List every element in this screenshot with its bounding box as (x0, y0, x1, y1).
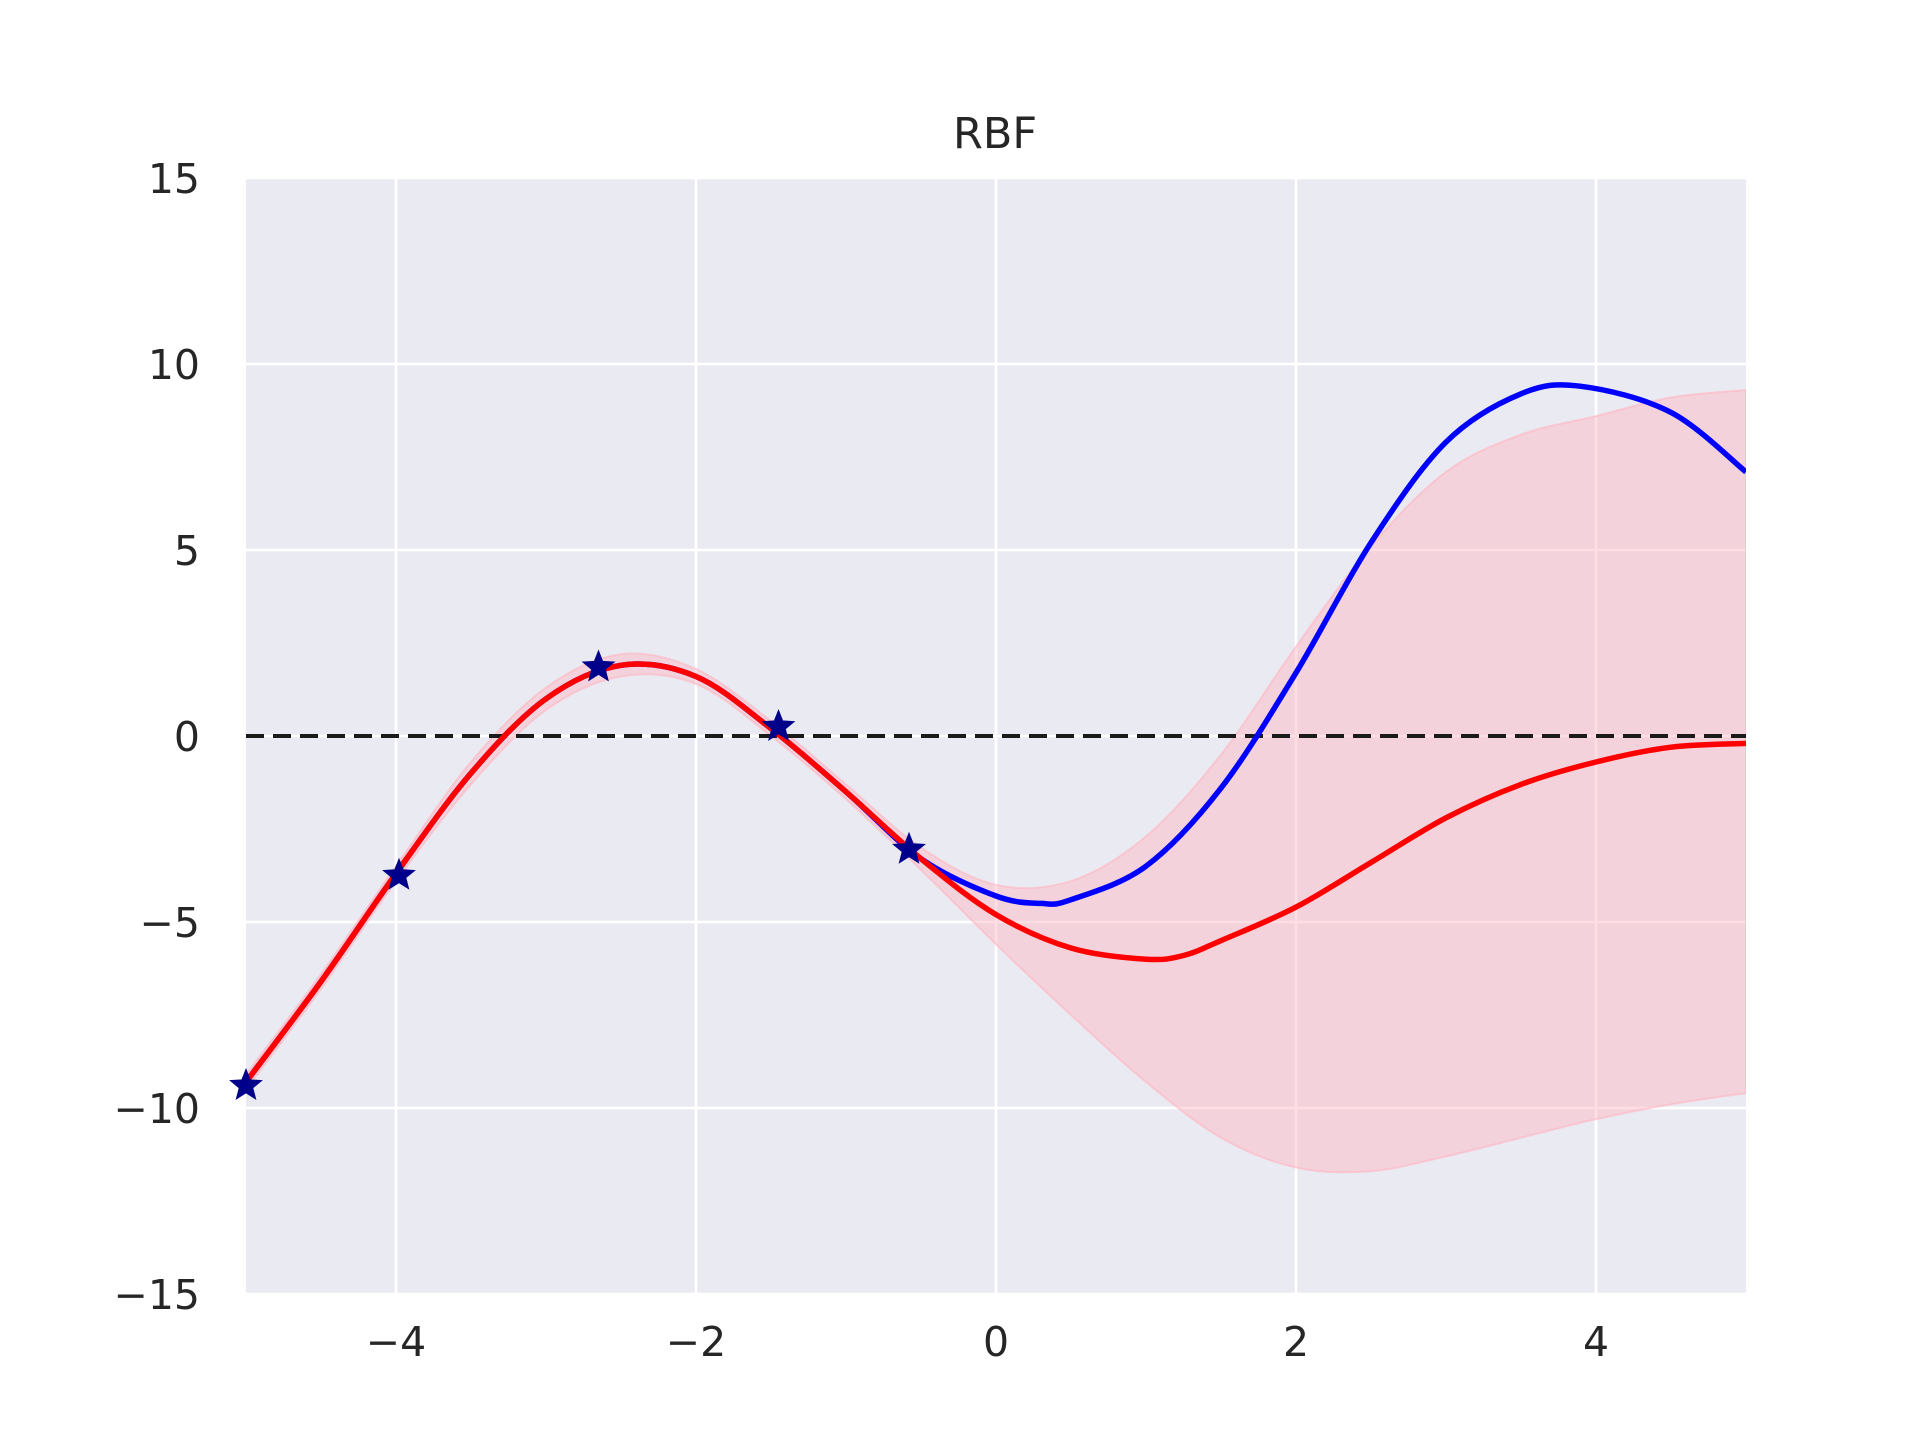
observation-point (761, 708, 796, 742)
x-tick-label: 0 (983, 1318, 1009, 1366)
observation-point (892, 831, 926, 864)
y-axis-tick-labels: −15 −10 −5 0 5 10 15 (113, 155, 200, 1319)
y-tick-label: −10 (113, 1085, 200, 1133)
y-tick-label: −15 (113, 1271, 200, 1319)
y-tick-label: 15 (148, 155, 200, 203)
observation-point (581, 649, 616, 682)
observation-point (229, 1067, 263, 1101)
y-tick-label: 5 (174, 527, 200, 575)
confidence-band (246, 388, 1746, 1174)
plot-area (229, 176, 1746, 1296)
x-tick-label: 2 (1283, 1318, 1309, 1366)
observation-point (382, 857, 416, 890)
plot-series (246, 382, 1746, 1174)
predicted-mean-line (246, 661, 1746, 1084)
y-tick-label: 10 (148, 341, 200, 389)
x-tick-label: −4 (366, 1318, 426, 1366)
y-tick-label: −5 (140, 899, 200, 947)
x-tick-label: −2 (666, 1318, 726, 1366)
y-tick-label: 0 (174, 713, 200, 761)
x-tick-label: 4 (1583, 1318, 1609, 1366)
x-axis-tick-labels: −4 −2 0 2 4 (366, 1318, 1609, 1366)
chart-title: RBF (953, 109, 1037, 159)
